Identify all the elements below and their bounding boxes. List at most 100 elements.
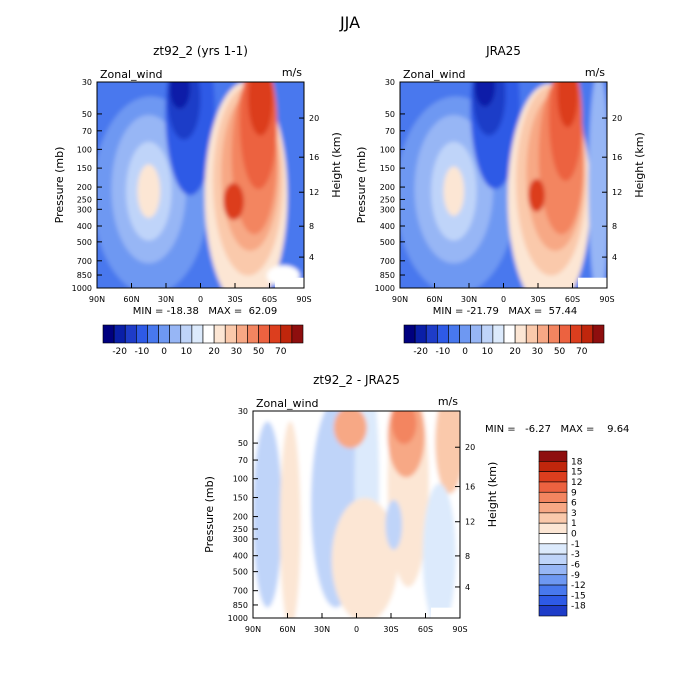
colorbar-label: 1 <box>571 519 577 529</box>
latitude-tick-label: 90N <box>245 625 261 634</box>
pressure-tick-label: 850 <box>233 601 248 610</box>
colorbar-swatch <box>158 324 170 344</box>
colorbar-swatch <box>425 324 438 344</box>
colorbar-label: 0 <box>462 347 468 357</box>
contour-field <box>97 82 304 288</box>
colorbar-label: 0 <box>571 530 577 540</box>
contour-field <box>253 411 460 618</box>
colorbar-label: 50 <box>554 347 566 357</box>
pressure-tick-label: 400 <box>233 552 248 561</box>
latitude-tick-label: 90S <box>599 295 614 304</box>
colorbar-swatch <box>538 522 568 534</box>
pressure-tick-label: 1000 <box>228 614 248 623</box>
latitude-tick-label: 90N <box>89 295 105 304</box>
pressure-tick-label: 50 <box>82 110 92 119</box>
pressure-tick-label: 70 <box>238 456 248 465</box>
latitude-tick-label: 60S <box>418 625 433 634</box>
pressure-tick-label: 850 <box>380 271 395 280</box>
height-tick-label: 8 <box>465 552 470 561</box>
colorbar-label: 10 <box>181 347 193 357</box>
contour-region <box>223 182 244 221</box>
colorbar-swatch <box>538 584 568 596</box>
colorbar-swatch <box>180 324 193 344</box>
colorbar-swatch <box>592 324 605 344</box>
pressure-tick-label: 250 <box>77 195 92 204</box>
colorbar-swatch <box>247 324 259 344</box>
colorbar-swatch <box>459 324 471 344</box>
colorbar-swatch <box>581 324 594 344</box>
colorbar-label: 15 <box>571 468 582 478</box>
pressure-tick-label: 1000 <box>375 284 395 293</box>
colorbar-swatch <box>448 324 460 344</box>
pressure-tick-label: 50 <box>385 110 395 119</box>
contour-region <box>443 166 465 216</box>
contour-region <box>528 178 545 212</box>
height-axis-label: Height (km) <box>486 462 499 528</box>
variable-label: Zonal_wind <box>100 68 163 81</box>
pressure-tick-label: 100 <box>233 475 248 484</box>
latitude-tick-label: 60N <box>123 295 139 304</box>
colorbar-label: 70 <box>275 347 287 357</box>
pressure-tick-label: 700 <box>233 587 248 596</box>
colorbar-swatch <box>102 324 115 344</box>
contour-field <box>400 82 607 288</box>
pressure-tick-label: 400 <box>77 222 92 231</box>
colorbar-swatch <box>202 324 215 344</box>
contour-region <box>169 82 191 109</box>
latitude-tick-label: 90N <box>392 295 408 304</box>
variable-label: Zonal_wind <box>256 397 319 410</box>
colorbar-swatch <box>538 450 568 462</box>
units-label: m/s <box>585 66 605 79</box>
y-axis-label: Pressure (mb) <box>203 476 216 553</box>
height-tick-label: 12 <box>309 188 319 197</box>
min-max-stats: MIN = -6.27 MAX = 9.64 <box>485 424 629 435</box>
contour-region <box>588 82 607 288</box>
latitude-tick-label: 60S <box>565 295 580 304</box>
colorbar-swatch <box>213 324 226 344</box>
colorbar-swatch <box>414 324 427 344</box>
colorbar-swatch <box>503 324 516 344</box>
pressure-tick-label: 150 <box>233 494 248 503</box>
colorbar-swatch <box>538 543 568 555</box>
latitude-tick-label: 0 <box>354 625 359 634</box>
min-max-stats: MIN = -18.38 MAX = 62.09 <box>133 306 277 317</box>
height-tick-label: 8 <box>612 222 617 231</box>
pressure-tick-label: 200 <box>77 183 92 192</box>
colorbar-swatch <box>169 324 182 344</box>
missing-data-region <box>431 607 460 618</box>
height-tick-label: 16 <box>612 153 622 162</box>
height-tick-label: 4 <box>309 253 314 262</box>
panel-title: JRA25 <box>485 44 521 58</box>
colorbar-swatch <box>570 324 583 344</box>
colorbar-swatch <box>113 324 126 344</box>
colorbar-label: 20 <box>208 347 220 357</box>
pressure-tick-label: 150 <box>77 164 92 173</box>
colorbar-swatch <box>538 533 568 545</box>
pressure-tick-label: 500 <box>77 238 92 247</box>
colorbar-swatch <box>538 553 568 565</box>
contour-region <box>253 421 282 608</box>
latitude-tick-label: 30S <box>227 295 242 304</box>
contour-region <box>385 500 403 550</box>
colorbar-swatch <box>514 324 527 344</box>
colorbar-label: -20 <box>112 347 127 357</box>
colorbar-label: 20 <box>509 347 521 357</box>
colorbar-label: 70 <box>576 347 588 357</box>
colorbar-swatch <box>537 324 549 344</box>
latitude-tick-label: 90S <box>452 625 467 634</box>
figure-title: JJA <box>339 13 360 32</box>
colorbar-label: 0 <box>161 347 167 357</box>
height-tick-label: 20 <box>465 443 475 452</box>
colorbar-label: 6 <box>571 499 577 509</box>
latitude-tick-label: 60N <box>426 295 442 304</box>
pressure-tick-label: 400 <box>380 222 395 231</box>
colorbar-label: -6 <box>571 560 580 570</box>
pressure-tick-label: 150 <box>380 164 395 173</box>
pressure-tick-label: 300 <box>380 205 395 214</box>
colorbar-swatch <box>258 324 270 344</box>
min-max-stats: MIN = -21.79 MAX = 57.44 <box>433 306 577 317</box>
variable-label: Zonal_wind <box>403 68 466 81</box>
height-tick-label: 4 <box>612 253 617 262</box>
